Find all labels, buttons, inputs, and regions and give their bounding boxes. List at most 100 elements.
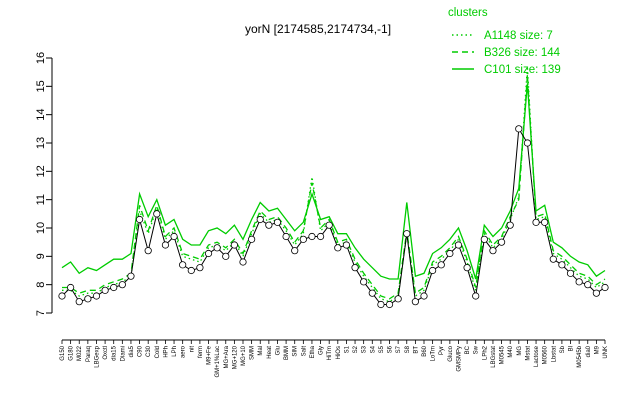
x-tick-label: LBGstat [491,346,497,368]
x-tick-label: BMM [284,346,290,360]
x-tick-label: SIM [293,346,299,357]
y-tick-label: 13 [35,137,47,149]
y-tick-label: 11 [35,194,47,205]
data-point [67,283,75,292]
legend: clusters A1148 size: 7 B326 size: 144 C101… [448,7,561,76]
data-point [230,241,238,249]
y-tick-label: 10 [35,222,47,234]
x-tick-label: M9 [594,345,600,354]
x-tick-label: M9+Fe [207,345,213,365]
data-point [265,221,273,229]
x-tick-label: Diami [120,346,126,361]
series-layer [61,66,606,303]
x-tick-label: Sb [560,345,566,353]
data-point [497,238,506,246]
data-point [506,221,514,229]
data-point [299,235,307,243]
data-point [316,232,325,241]
data-point [110,283,118,292]
x-tick-label: Salt [301,346,307,357]
data-point [515,125,523,133]
x-tick-label: M022 [77,345,83,361]
data-point [256,215,264,224]
data-point [239,258,247,266]
x-tick-label: S4 [370,345,376,353]
data-point [454,241,463,249]
x-tick-label: M0545b [577,345,583,367]
data-point [377,300,385,309]
x-tick-label: Gluco [448,345,454,361]
data-point [196,264,204,272]
data-point [92,292,101,300]
data-point [584,281,592,289]
x-tick-label: M0545 [500,345,506,364]
data-point [144,247,152,255]
y-tick-label: 8 [35,282,47,288]
data-point [127,272,135,280]
x-tick-label: Oxctl [103,346,109,360]
x-tick-label: MG+120 [232,345,238,369]
x-tick-label: GMSMPy [456,346,462,372]
data-point [308,232,316,241]
x-tick-label: MG [517,346,523,356]
data-point [273,218,282,226]
data-point [291,247,299,255]
data-point [523,139,532,147]
data-point [58,292,66,300]
x-tick-label: HPh [163,346,169,358]
chart-title: yorN [2174585,2174734,-1] [245,22,391,36]
x-tick-label: M40 [508,345,514,357]
data-point [135,215,144,224]
points-layer [58,125,609,309]
data-point [84,295,92,303]
data-point [480,235,488,243]
x-tick-label: Bl [569,346,575,351]
data-point [75,298,83,306]
y-tick-label: 12 [35,165,47,177]
data-point [179,261,187,269]
data-point [429,266,437,275]
y-tick-label: 7 [35,310,47,316]
data-point [601,283,609,292]
x-tick-label: LoTm [431,346,437,361]
data-point [549,255,557,263]
x-tick-label: S6 [388,345,394,353]
data-point [437,261,445,269]
data-point [248,235,256,243]
x-tick-label: UNK [603,346,609,359]
data-point [532,218,540,226]
y-tick-label: 15 [35,80,47,92]
x-tick-label: S5 [379,345,385,353]
data-point [204,249,213,258]
x-tick-label: Sw [474,345,480,354]
x-tick-label: Lactose [534,345,540,367]
x-tick-label: GM+1%Lac [215,346,221,378]
x-tick-label: S1 [344,345,350,353]
x-tick-label: Pyr [439,346,445,355]
x-tick-label: S8 [405,345,411,353]
data-point [368,289,376,297]
data-point [351,264,359,272]
x-tick-label: C90 [138,345,144,357]
data-point [463,264,471,272]
data-point [101,286,109,294]
data-point [420,292,428,300]
x-tick-label: MG+10 [241,345,247,366]
x-tick-label: Gly [319,346,325,355]
legend-label: C101 size: 139 [484,64,561,76]
data-point [282,232,290,241]
series-line-dotted [62,66,606,303]
x-tick-label: S3 [362,345,368,353]
data-point [334,244,342,252]
y-axis: 7 8 9 10 11 12 13 14 15 16 [35,52,52,316]
data-point [187,266,195,275]
data-point [385,300,394,309]
x-tick-label: M0560 [543,345,549,364]
x-tick-label: MG+Ara [224,345,230,368]
series-line-yorN [61,127,606,305]
data-point [541,218,549,226]
data-point [325,221,333,229]
x-tick-label: C30 [146,345,152,357]
data-point [558,261,566,269]
